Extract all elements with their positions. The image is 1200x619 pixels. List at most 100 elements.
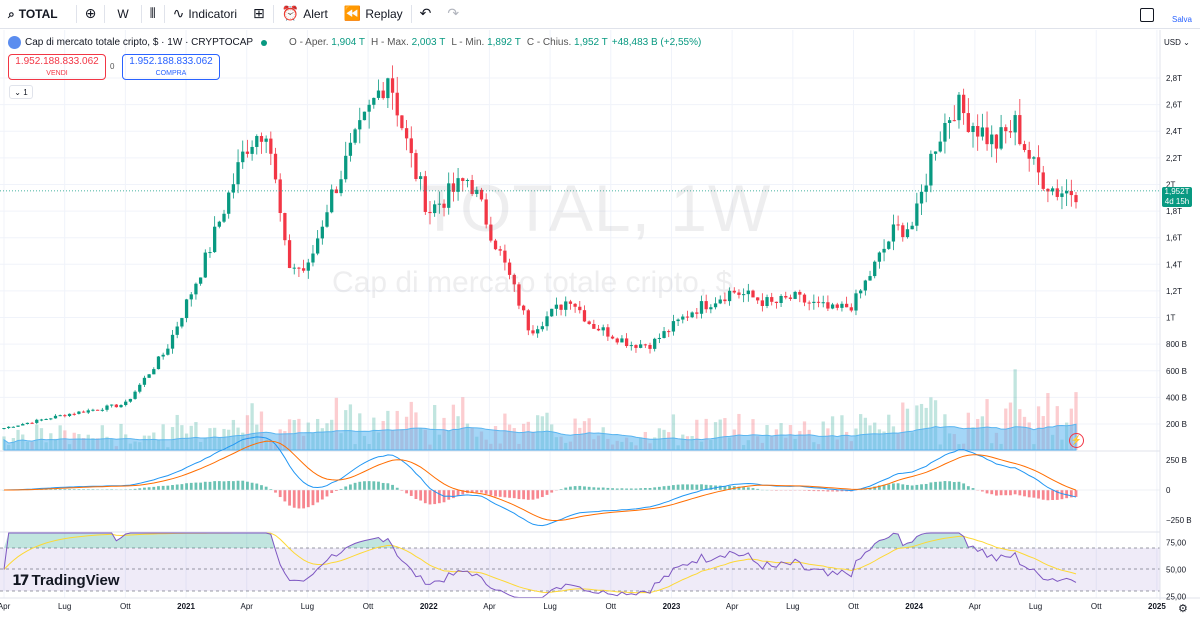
macd-line	[3, 436, 1077, 527]
candle-body	[325, 212, 329, 227]
gear-icon[interactable]: ⚙	[1178, 603, 1188, 615]
macd-histogram-bar	[980, 490, 984, 492]
macd-histogram-bar	[948, 481, 952, 490]
macd-histogram-bar	[606, 487, 610, 490]
rsi-tick-label: 75,00	[1166, 539, 1187, 548]
candle	[484, 193, 488, 229]
macd-histogram-bar	[311, 490, 315, 506]
candle-body	[428, 211, 432, 214]
price-axis-ticks: 2,8T 2,6T 2,4T 2,2T 2T 1,8T 1,6T 1,4T 1,2T 1T 800 …	[1166, 74, 1192, 601]
macd-histogram-bar	[995, 490, 998, 496]
time-tick-label: 2022	[420, 602, 438, 611]
macd-histogram-bar	[217, 481, 221, 490]
candle	[461, 177, 465, 192]
macd-histogram-bar	[966, 486, 970, 490]
candle-body	[301, 268, 306, 271]
volume-bar	[723, 418, 727, 450]
candle-body	[774, 301, 779, 303]
volume-bar	[718, 419, 722, 450]
candle	[7, 426, 11, 430]
macd-histogram-bar	[512, 490, 516, 499]
candle	[142, 375, 147, 387]
undo-button[interactable]: ↶	[412, 0, 440, 29]
candle	[334, 186, 339, 194]
macd-histogram-bar	[583, 486, 586, 490]
candle-body	[49, 418, 53, 420]
symbol-search[interactable]: ⌕ TOTAL	[0, 0, 66, 29]
candle-body	[175, 326, 179, 335]
macd-histogram-bar	[952, 482, 956, 490]
candle	[521, 304, 526, 315]
open-label: O - Aper.	[289, 37, 329, 48]
legend-close: C - Chius. 1,952 T	[527, 37, 608, 48]
macd-histogram-bar	[901, 484, 905, 490]
candle	[620, 335, 624, 343]
candle	[400, 115, 404, 131]
macd-histogram-bar	[597, 487, 600, 490]
candle	[681, 314, 685, 324]
macd-histogram-bar	[316, 490, 320, 503]
candle-body	[999, 127, 1003, 149]
candle-body	[461, 178, 465, 182]
candle-body	[985, 127, 989, 145]
candle	[1050, 186, 1055, 196]
candle	[536, 325, 540, 338]
save-button[interactable]: Salva	[1171, 15, 1192, 24]
chart-type-button[interactable]: ⫴	[142, 0, 164, 29]
macd-histogram-bar	[643, 487, 647, 490]
macd-histogram-bar	[157, 486, 160, 490]
candle	[269, 131, 273, 166]
volume-bar	[713, 422, 718, 450]
candle-body	[536, 329, 540, 334]
alert-button[interactable]: ⏰ Alert	[274, 0, 336, 29]
candle	[1008, 120, 1013, 138]
candle	[994, 134, 999, 163]
fullscreen-icon[interactable]	[1139, 7, 1154, 22]
candle	[414, 149, 418, 182]
tradingview-logo[interactable]: 17 TradingView	[12, 572, 120, 589]
volume-bar	[194, 422, 198, 450]
candle	[868, 270, 872, 281]
candle-body	[259, 136, 264, 142]
toolbar-right: Salva	[1139, 0, 1192, 29]
compare-button[interactable]: ⊕	[77, 0, 105, 29]
sell-button[interactable]: 1.952.188.833.062 VENDI	[8, 54, 106, 80]
candle	[699, 295, 704, 319]
candle-body	[765, 297, 769, 306]
buy-button[interactable]: 1.952.188.833.062 COMPRA	[122, 54, 220, 80]
candle	[629, 341, 633, 351]
chart-canvas[interactable]: 2,8T 2,6T 2,4T 2,2T 2T 1,8T 1,6T 1,4T 1,2T 1T 800 …	[0, 30, 1200, 619]
macd-histogram-bar	[971, 488, 975, 490]
lightning-icon[interactable]: ⚡	[1069, 433, 1084, 448]
candle	[615, 337, 619, 345]
sell-price: 1.952.188.833.062	[15, 56, 99, 67]
replay-button[interactable]: ⏪ Replay	[336, 0, 411, 29]
volume-bar	[170, 427, 175, 450]
macd-histogram-bar	[564, 487, 568, 490]
candle-body	[465, 180, 470, 182]
legend-title[interactable]: Cap di mercato totale cripto, $ · 1W · C…	[25, 37, 254, 48]
divider	[104, 5, 106, 23]
indicators-button[interactable]: ∿ Indicatori	[165, 0, 245, 29]
macd-histogram-bar	[58, 489, 62, 490]
macd-histogram-bar	[892, 483, 895, 490]
candle-body	[367, 104, 371, 112]
volume-bar	[259, 411, 264, 450]
redo-button[interactable]: ↷	[439, 0, 467, 29]
candle-body	[976, 126, 980, 137]
templates-button[interactable]: ⊞	[245, 0, 273, 29]
currency-selector[interactable]: USD ⌄	[1164, 38, 1190, 47]
interval-button[interactable]: W	[105, 0, 140, 29]
price-tick-label: 2T	[1166, 180, 1175, 189]
candle-body	[741, 294, 746, 296]
collapse-legend-button[interactable]: ⌄ 1	[9, 85, 33, 99]
candle-body	[100, 409, 104, 411]
candle	[362, 111, 367, 121]
macd-histogram-bar	[63, 489, 67, 490]
candle	[53, 414, 58, 419]
candle	[873, 260, 877, 279]
price-tick-label: 1,6T	[1166, 234, 1182, 243]
undo-icon: ↶	[419, 6, 432, 22]
candle-body	[287, 240, 292, 269]
candle-body	[1074, 195, 1078, 203]
